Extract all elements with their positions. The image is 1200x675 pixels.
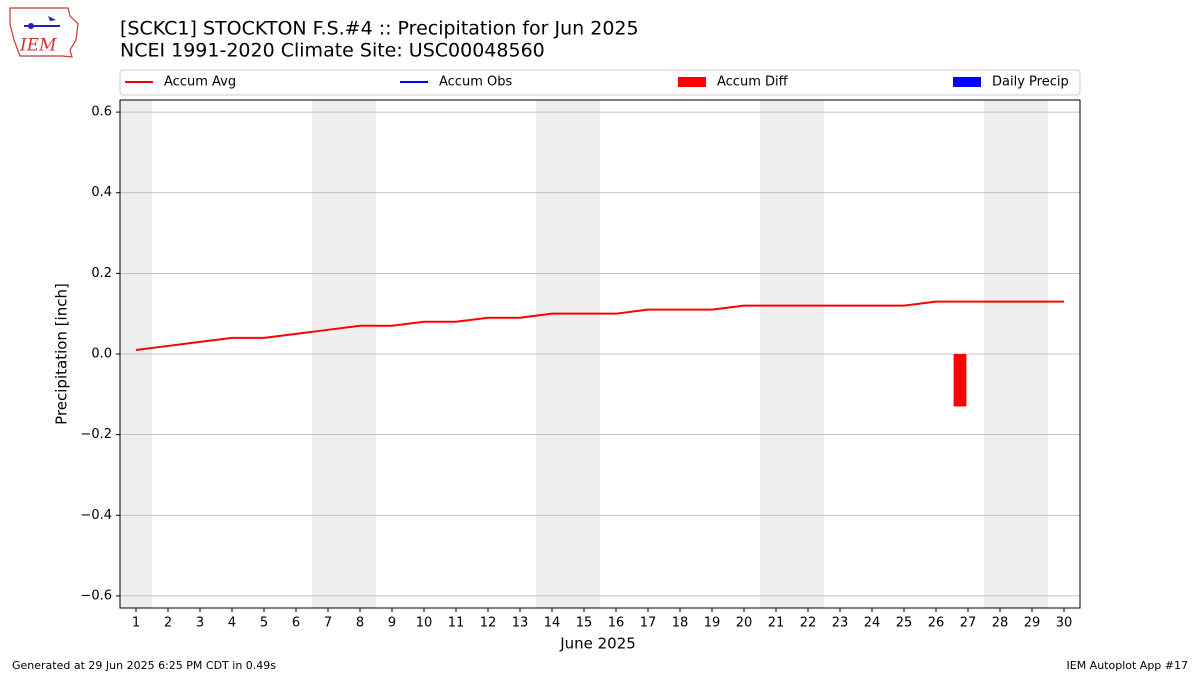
x-tick-label: 16	[608, 616, 625, 631]
y-tick-label: 0.4	[91, 185, 112, 200]
y-tick-label: 0.2	[91, 266, 112, 281]
x-tick-label: 4	[228, 616, 236, 631]
x-tick-label: 1	[132, 616, 140, 631]
legend-label: Daily Precip	[992, 75, 1069, 90]
y-tick-label: −0.2	[80, 427, 112, 442]
chart-title: [SCKC1] STOCKTON F.S.#4 :: Precipitation…	[120, 18, 639, 40]
x-tick-label: 20	[736, 616, 753, 631]
x-tick-label: 22	[800, 616, 817, 631]
y-tick-label: 0.0	[91, 347, 112, 362]
x-tick-label: 25	[896, 616, 913, 631]
y-tick-label: 0.6	[91, 105, 112, 120]
y-tick-label: −0.6	[80, 588, 112, 603]
legend-label: Accum Avg	[164, 75, 236, 90]
legend-box	[119, 69, 1081, 96]
x-tick-label: 23	[832, 616, 849, 631]
x-tick-label: 14	[544, 616, 561, 631]
x-tick-label: 7	[324, 616, 332, 631]
x-tick-label: 21	[768, 616, 785, 631]
legend-swatch	[953, 77, 981, 87]
series-line	[135, 300, 1064, 351]
x-tick-label: 28	[992, 616, 1009, 631]
x-tick-label: 17	[640, 616, 657, 631]
y-axis-label: Precipitation [inch]	[53, 283, 71, 425]
x-tick-label: 11	[448, 616, 465, 631]
x-tick-label: 8	[356, 616, 364, 631]
chart-subtitle: NCEI 1991-2020 Climate Site: USC00048560	[120, 40, 545, 62]
x-tick-label: 24	[864, 616, 881, 631]
x-axis-label: June 2025	[559, 635, 636, 653]
x-tick-label: 19	[704, 616, 721, 631]
logo: IEM	[9, 7, 79, 58]
y-tick-label: −0.4	[80, 508, 112, 523]
x-tick-label: 30	[1056, 616, 1073, 631]
x-tick-label: 5	[260, 616, 268, 631]
footer-left: Generated at 29 Jun 2025 6:25 PM CDT in …	[12, 659, 276, 672]
x-tick-label: 26	[928, 616, 945, 631]
legend-label: Accum Diff	[717, 75, 789, 90]
x-tick-label: 27	[960, 616, 977, 631]
legend-label: Accum Obs	[439, 75, 512, 90]
x-tick-label: 6	[292, 616, 300, 631]
x-tick-label: 9	[388, 616, 396, 631]
x-tick-label: 3	[196, 616, 204, 631]
x-tick-label: 12	[480, 616, 497, 631]
x-tick-label: 29	[1024, 616, 1041, 631]
x-tick-label: 18	[672, 616, 689, 631]
legend-swatch	[678, 77, 706, 87]
x-tick-label: 2	[164, 616, 172, 631]
x-tick-label: 13	[512, 616, 529, 631]
footer-right: IEM Autoplot App #17	[1067, 659, 1189, 672]
x-tick-label: 10	[416, 616, 433, 631]
x-tick-label: 15	[576, 616, 593, 631]
plot-frame	[119, 99, 1081, 609]
logo-text: IEM	[19, 36, 57, 56]
bar	[953, 354, 967, 407]
